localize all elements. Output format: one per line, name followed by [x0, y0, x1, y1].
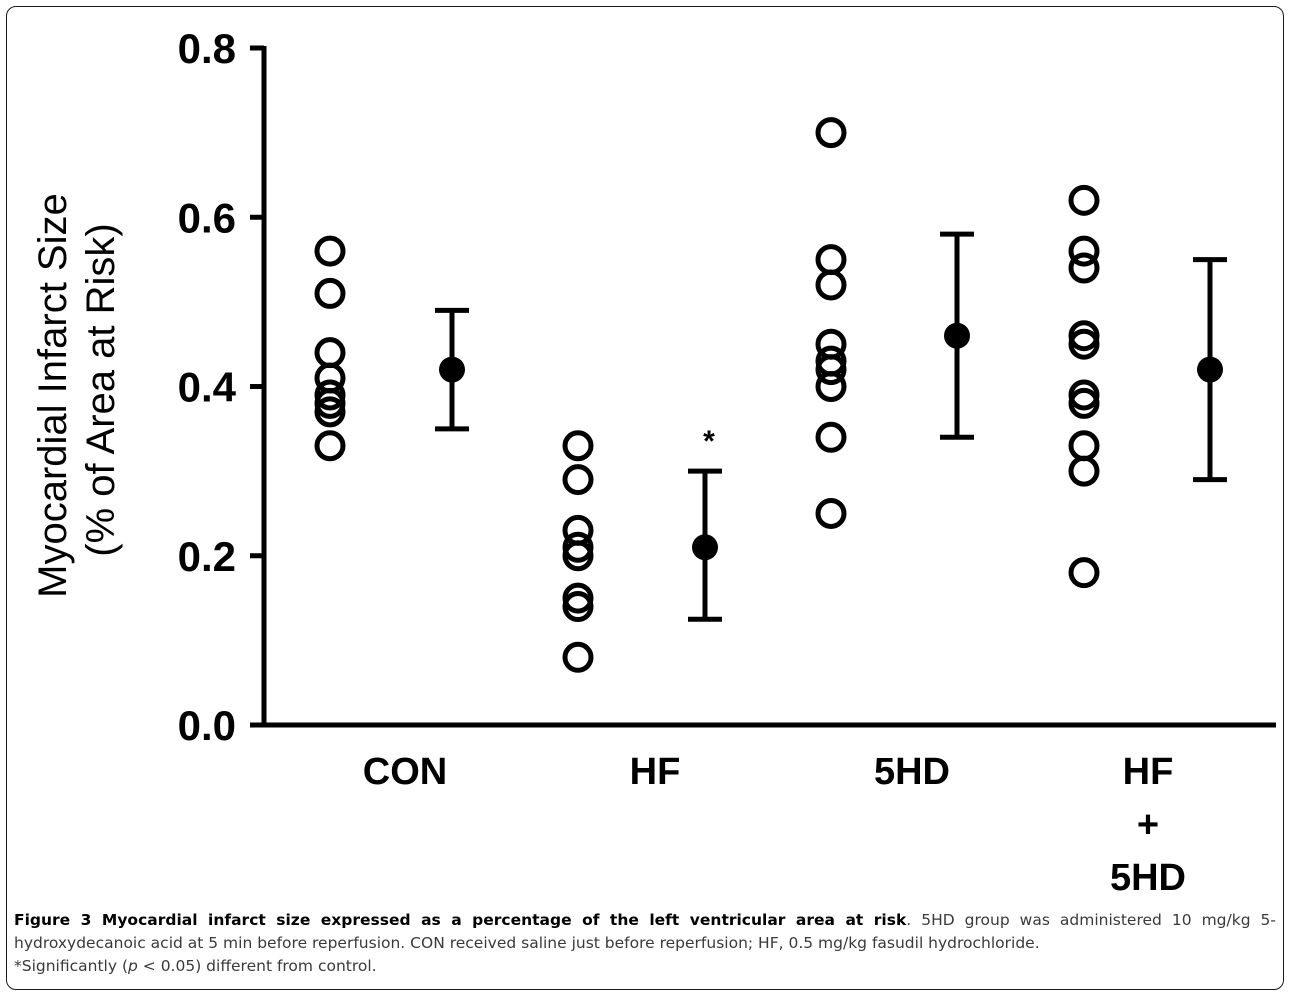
caption-footnote-start: *Significantly (: [14, 957, 129, 975]
figure-caption: Figure 3 Myocardial infarct size express…: [14, 909, 1276, 978]
individual-point: [562, 582, 594, 614]
mean-point: [439, 356, 465, 383]
y-axis-label-line-1: Myocardial Infarct Size: [31, 193, 75, 598]
individual-point: [815, 244, 847, 276]
individual-point: [314, 277, 346, 309]
individual-point: [1068, 235, 1100, 267]
individual-point: [1068, 184, 1100, 216]
individual-point: [815, 354, 847, 386]
y-tick-label: 0.0: [178, 702, 236, 749]
x-category-label: CON: [363, 751, 447, 793]
mean-point: [944, 322, 970, 349]
y-tick-label: 0.8: [178, 25, 236, 72]
individual-point: [1068, 320, 1100, 352]
x-category-label: 5HD: [874, 751, 950, 793]
individual-point: [562, 641, 594, 673]
individual-point: [1068, 328, 1100, 360]
caption-title: Figure 3 Myocardial infarct size express…: [14, 911, 907, 929]
y-tick-label: 0.4: [178, 364, 237, 411]
caption-footnote-end: < 0.05) different from control.: [137, 957, 377, 975]
individual-point: [1068, 455, 1100, 487]
individual-point: [562, 591, 594, 623]
individual-point: [815, 269, 847, 301]
caption-p-symbol: p: [128, 957, 138, 975]
individual-point: [815, 421, 847, 453]
individual-point: [815, 497, 847, 529]
axes: 0.0 0.2 0.4 0.6 0.8 CON HF 5HD HF +5HD: [178, 25, 1276, 899]
individual-point: [562, 540, 594, 572]
y-tick-label: 0.6: [178, 194, 236, 241]
significance-marker: *: [703, 425, 715, 458]
individual-point: [314, 396, 346, 428]
individual-point: [1068, 430, 1100, 462]
individual-point: [815, 371, 847, 402]
individual-point: [314, 379, 346, 411]
individual-point: [562, 430, 594, 462]
individual-point: [562, 464, 594, 496]
individual-point: [815, 117, 847, 149]
individual-point: [314, 235, 346, 267]
individual-point: [314, 430, 346, 462]
individual-point: [1068, 387, 1100, 419]
individual-point: [314, 337, 346, 369]
x-category-label: 5HD: [1110, 857, 1186, 899]
x-category-label: HF: [1123, 751, 1174, 793]
chart: Myocardial Infarct Size (% of Area at Ri…: [31, 25, 1276, 899]
figure-frame: [6, 6, 1284, 990]
x-category-label: HF: [630, 751, 681, 793]
mean-point: [692, 534, 718, 561]
individual-point: [1068, 557, 1100, 589]
y-axis-label-line-2: (% of Area at Risk): [79, 223, 123, 556]
data-marks: *: [314, 117, 1227, 673]
caption-text: . 5HD group was administered 10 mg/kg 5-…: [14, 911, 1277, 952]
individual-point: [314, 387, 346, 419]
individual-point: [1068, 252, 1100, 284]
individual-point: [1068, 379, 1100, 411]
y-tick-label: 0.2: [178, 533, 236, 580]
y-axis-label: Myocardial Infarct Size (% of Area at Ri…: [31, 182, 123, 598]
mean-point: [1197, 356, 1223, 383]
individual-point: [562, 531, 594, 563]
x-category-label: +: [1137, 804, 1159, 846]
